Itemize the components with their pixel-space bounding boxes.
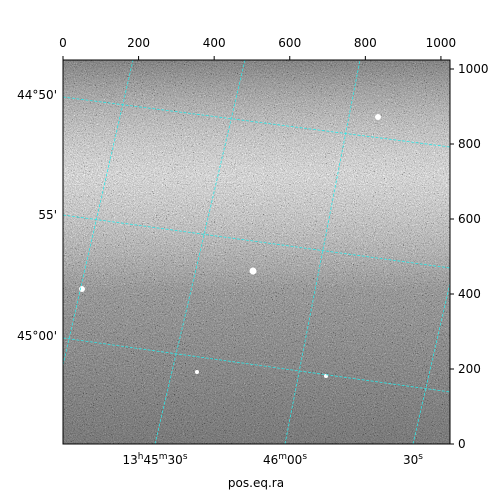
x-axis-label: pos.eq.ra (228, 476, 284, 490)
y-tick-label: 1000 (458, 62, 489, 76)
ra-tick-label: 13h45m30s (122, 452, 187, 467)
x-tick-label: 400 (203, 36, 226, 50)
dec-tick-label: 44°50' (17, 88, 57, 102)
x-tick-label: 800 (354, 36, 377, 50)
y-tick-label: 800 (458, 137, 481, 151)
x-tick-label: 200 (127, 36, 150, 50)
y-tick-label: 0 (458, 437, 466, 451)
dec-tick-label: 55' (38, 208, 57, 222)
ra-tick-label: 46m00s (263, 452, 307, 467)
ra-tick-label: 30s (403, 452, 423, 467)
y-tick-label: 400 (458, 287, 481, 301)
x-tick-label: 1000 (426, 36, 457, 50)
y-tick-label: 200 (458, 362, 481, 376)
x-tick-label: 600 (278, 36, 301, 50)
x-tick-label: 0 (59, 36, 67, 50)
dec-tick-label: 45°00' (17, 329, 57, 343)
plot-frame (62, 59, 451, 445)
y-tick-label: 600 (458, 212, 481, 226)
sky-image (63, 60, 450, 444)
